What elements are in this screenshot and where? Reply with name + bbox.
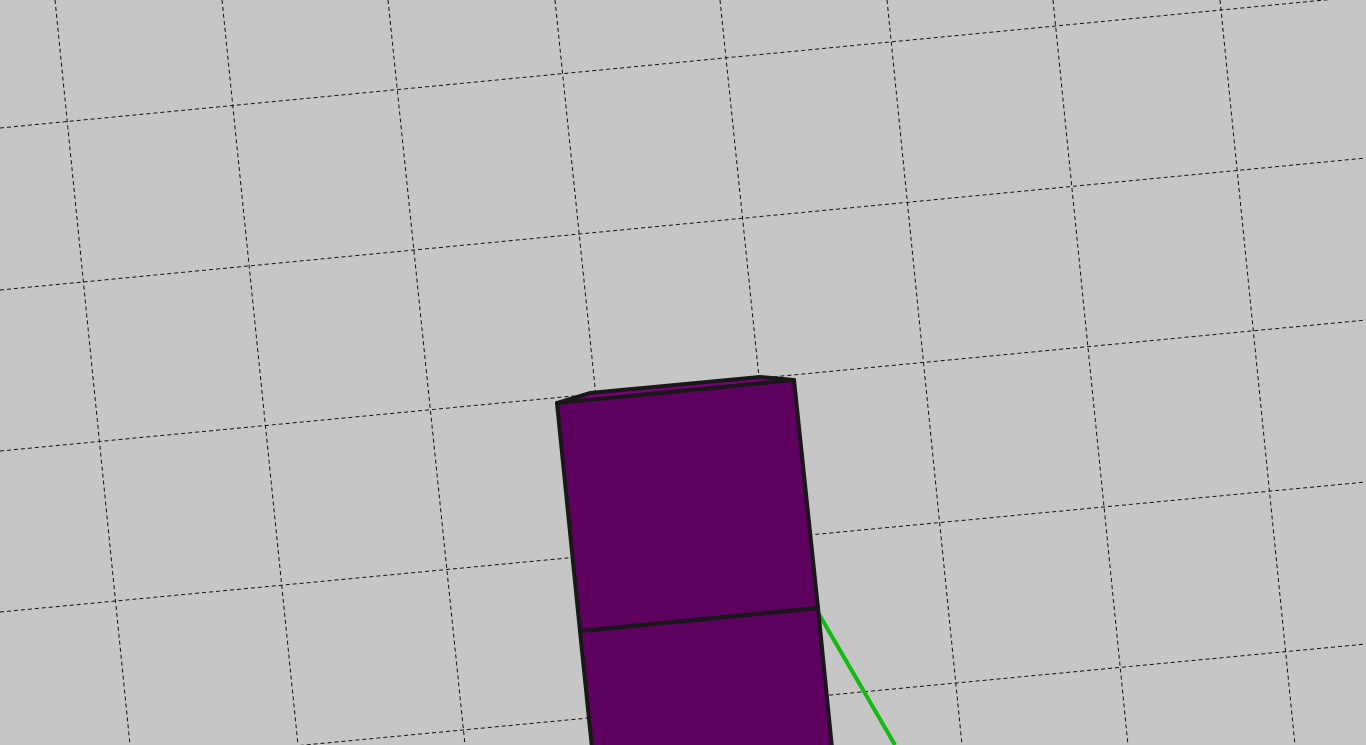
grid-line [1052,0,1129,745]
grid-line [387,0,466,745]
block-front-face [555,378,820,633]
grid-line [0,0,1330,129]
grid-line [221,0,299,745]
grid-line [1219,0,1296,745]
purple-block [555,375,834,745]
grid-line [0,157,1366,291]
grid-line [54,0,131,745]
grid-line [886,0,963,745]
green-axis [814,607,897,745]
